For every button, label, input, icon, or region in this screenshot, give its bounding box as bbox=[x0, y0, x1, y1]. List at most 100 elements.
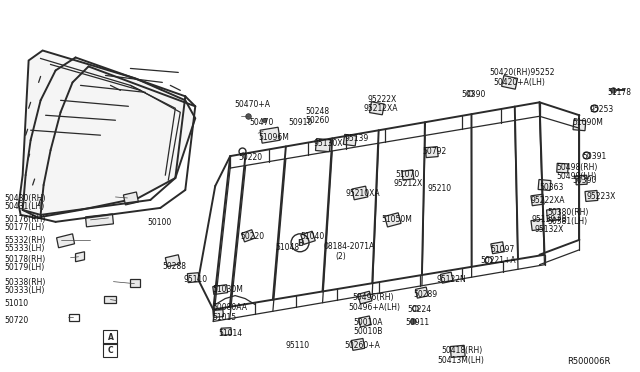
Polygon shape bbox=[124, 192, 138, 205]
Polygon shape bbox=[531, 219, 544, 231]
Text: 50248: 50248 bbox=[305, 107, 329, 116]
Text: 95253: 95253 bbox=[589, 105, 614, 114]
Text: 95222XA: 95222XA bbox=[531, 196, 565, 205]
Text: 95210XA: 95210XA bbox=[346, 189, 381, 198]
Text: 50289: 50289 bbox=[414, 290, 438, 299]
Polygon shape bbox=[426, 147, 438, 158]
Text: 50720: 50720 bbox=[4, 315, 29, 324]
Polygon shape bbox=[557, 163, 568, 173]
Polygon shape bbox=[19, 51, 195, 218]
Polygon shape bbox=[491, 242, 504, 254]
Text: (2): (2) bbox=[335, 252, 346, 261]
Text: 50470+A: 50470+A bbox=[234, 100, 270, 109]
Text: 50418(RH): 50418(RH) bbox=[442, 346, 483, 355]
Text: 51030M: 51030M bbox=[212, 285, 243, 294]
Text: 51090M: 51090M bbox=[572, 118, 604, 127]
Text: 08184-2071A: 08184-2071A bbox=[324, 242, 375, 251]
Text: 50420+A(LH): 50420+A(LH) bbox=[493, 78, 545, 87]
Polygon shape bbox=[301, 231, 316, 244]
Polygon shape bbox=[358, 291, 372, 304]
Text: 95110: 95110 bbox=[285, 341, 309, 350]
Text: 50390: 50390 bbox=[461, 90, 486, 99]
Text: 50381(LH): 50381(LH) bbox=[547, 217, 588, 226]
Text: 50910: 50910 bbox=[288, 118, 312, 127]
Text: 95132X: 95132X bbox=[534, 225, 564, 234]
Text: 50911: 50911 bbox=[406, 318, 430, 327]
Polygon shape bbox=[415, 287, 428, 298]
Polygon shape bbox=[343, 134, 356, 146]
Text: 50363: 50363 bbox=[540, 183, 564, 192]
Polygon shape bbox=[76, 252, 84, 262]
Text: 50413M(LH): 50413M(LH) bbox=[438, 356, 484, 365]
Polygon shape bbox=[165, 255, 180, 267]
Text: 51040: 51040 bbox=[300, 232, 324, 241]
Text: 50179(LH): 50179(LH) bbox=[4, 263, 45, 272]
Text: 50391: 50391 bbox=[582, 152, 607, 161]
Text: R500006R: R500006R bbox=[568, 357, 611, 366]
Polygon shape bbox=[316, 139, 330, 152]
Text: 95222X: 95222X bbox=[368, 95, 397, 104]
Text: 50338(RH): 50338(RH) bbox=[4, 278, 46, 287]
Text: 50496(RH): 50496(RH) bbox=[352, 293, 394, 302]
Polygon shape bbox=[131, 279, 140, 286]
Text: A: A bbox=[108, 333, 113, 342]
Polygon shape bbox=[547, 209, 561, 221]
Text: 50260+A: 50260+A bbox=[344, 341, 380, 350]
Text: 55332(RH): 55332(RH) bbox=[4, 236, 46, 245]
Polygon shape bbox=[221, 328, 232, 335]
Text: 50176(RH): 50176(RH) bbox=[4, 215, 46, 224]
Text: 50390: 50390 bbox=[572, 176, 597, 185]
Text: 51010: 51010 bbox=[4, 299, 29, 308]
Text: 50333(LH): 50333(LH) bbox=[4, 286, 45, 295]
Text: 50499(LH): 50499(LH) bbox=[557, 172, 597, 181]
Text: 50177(LH): 50177(LH) bbox=[4, 223, 45, 232]
Text: 50498(RH): 50498(RH) bbox=[557, 163, 598, 172]
Text: 95223X: 95223X bbox=[586, 192, 616, 201]
Polygon shape bbox=[352, 186, 368, 200]
Text: 50470: 50470 bbox=[249, 118, 273, 127]
Text: 50288: 50288 bbox=[163, 262, 186, 271]
Polygon shape bbox=[351, 339, 365, 350]
Polygon shape bbox=[86, 214, 113, 227]
Polygon shape bbox=[573, 120, 586, 131]
Polygon shape bbox=[358, 316, 371, 327]
Text: 50431(LH): 50431(LH) bbox=[4, 202, 45, 211]
Polygon shape bbox=[402, 170, 414, 180]
Text: 50010A: 50010A bbox=[353, 318, 383, 327]
Polygon shape bbox=[241, 230, 255, 242]
Text: 51048: 51048 bbox=[275, 243, 300, 252]
Polygon shape bbox=[369, 102, 384, 115]
Text: 50430(RH): 50430(RH) bbox=[4, 194, 46, 203]
Text: 50792: 50792 bbox=[423, 147, 447, 156]
Text: 50496+A(LH): 50496+A(LH) bbox=[348, 302, 400, 312]
Text: 50178(RH): 50178(RH) bbox=[4, 255, 46, 264]
Text: 95110: 95110 bbox=[183, 275, 207, 284]
Polygon shape bbox=[451, 345, 465, 357]
Polygon shape bbox=[213, 310, 223, 317]
Polygon shape bbox=[440, 272, 453, 283]
Polygon shape bbox=[188, 273, 199, 283]
Polygon shape bbox=[260, 127, 280, 143]
Text: 50080AA: 50080AA bbox=[212, 302, 247, 312]
Text: 51014: 51014 bbox=[218, 330, 243, 339]
Polygon shape bbox=[585, 190, 598, 202]
Polygon shape bbox=[385, 213, 401, 227]
Text: 50260: 50260 bbox=[305, 116, 330, 125]
Text: 51070: 51070 bbox=[396, 170, 420, 179]
Text: 95130X: 95130X bbox=[313, 139, 342, 148]
Text: 95212XA: 95212XA bbox=[364, 104, 399, 113]
Polygon shape bbox=[56, 234, 74, 248]
Text: 95210: 95210 bbox=[428, 184, 452, 193]
Polygon shape bbox=[538, 180, 551, 190]
Text: 95139: 95139 bbox=[345, 134, 369, 143]
Text: 50220: 50220 bbox=[240, 232, 264, 241]
Polygon shape bbox=[531, 194, 544, 206]
Text: 51050M: 51050M bbox=[381, 215, 412, 224]
Text: 95139+B: 95139+B bbox=[532, 215, 567, 224]
Text: 95212X: 95212X bbox=[394, 179, 423, 188]
Text: C: C bbox=[108, 346, 113, 355]
Text: 55333(LH): 55333(LH) bbox=[4, 244, 45, 253]
Text: B: B bbox=[297, 239, 303, 248]
Text: 50380(RH): 50380(RH) bbox=[547, 208, 589, 217]
Text: 51097: 51097 bbox=[491, 245, 515, 254]
